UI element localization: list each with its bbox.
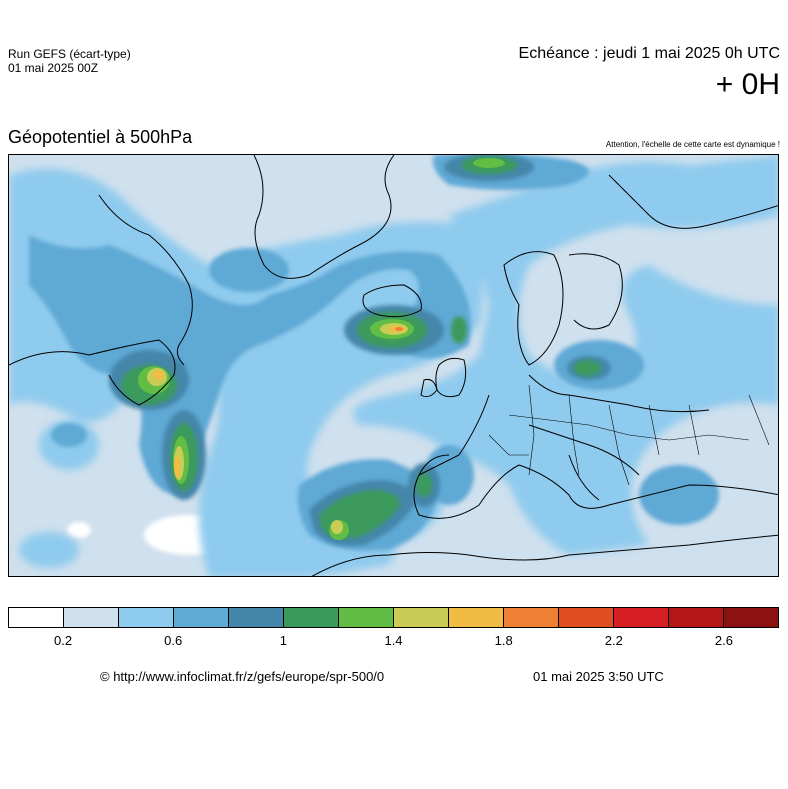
legend-tick-label: 1 [279, 633, 287, 648]
forecast-valid-time: Echéance : jeudi 1 mai 2025 0h UTC [518, 45, 780, 62]
parameter-title: Géopotentiel à 500hPa [8, 127, 193, 147]
legend-swatch [669, 608, 724, 627]
run-title: Run GEFS (écart-type) [8, 47, 131, 61]
legend-tick-label: 0.2 [54, 633, 73, 648]
legend-swatch [339, 608, 394, 627]
legend-swatch [559, 608, 614, 627]
legend-swatch [284, 608, 339, 627]
legend-tick-label: 2.2 [604, 633, 623, 648]
spread-max-spot [395, 327, 403, 331]
legend-tick-label: 2.6 [714, 633, 733, 648]
legend-swatch [504, 608, 559, 627]
lead-time: + 0H [715, 68, 780, 101]
spread-map [8, 154, 779, 577]
spread-level-0-8 [29, 155, 719, 551]
color-scale-legend [8, 607, 779, 628]
legend-swatch [229, 608, 284, 627]
legend-swatch [614, 608, 669, 627]
copyright-url: © http://www.infoclimat.fr/z/gefs/europe… [100, 669, 385, 684]
legend-swatch [174, 608, 229, 627]
legend-swatch [449, 608, 504, 627]
legend-swatch [394, 608, 449, 627]
country-borders [488, 384, 770, 486]
legend-swatch [119, 608, 174, 627]
legend-swatch [9, 608, 64, 627]
map-canvas [9, 155, 778, 576]
generation-date: 01 mai 2025 3:50 UTC [533, 669, 664, 684]
legend-tick-label: 1.8 [494, 633, 513, 648]
legend-swatch [64, 608, 119, 627]
run-date: 01 mai 2025 00Z [8, 61, 99, 75]
dynamic-scale-warning: Attention, l'échelle de cette carte est … [605, 140, 780, 149]
legend-tick-label: 0.6 [164, 633, 183, 648]
legend-tick-label: 1.4 [384, 633, 403, 648]
coastlines [9, 155, 778, 576]
legend-swatch [724, 608, 778, 627]
